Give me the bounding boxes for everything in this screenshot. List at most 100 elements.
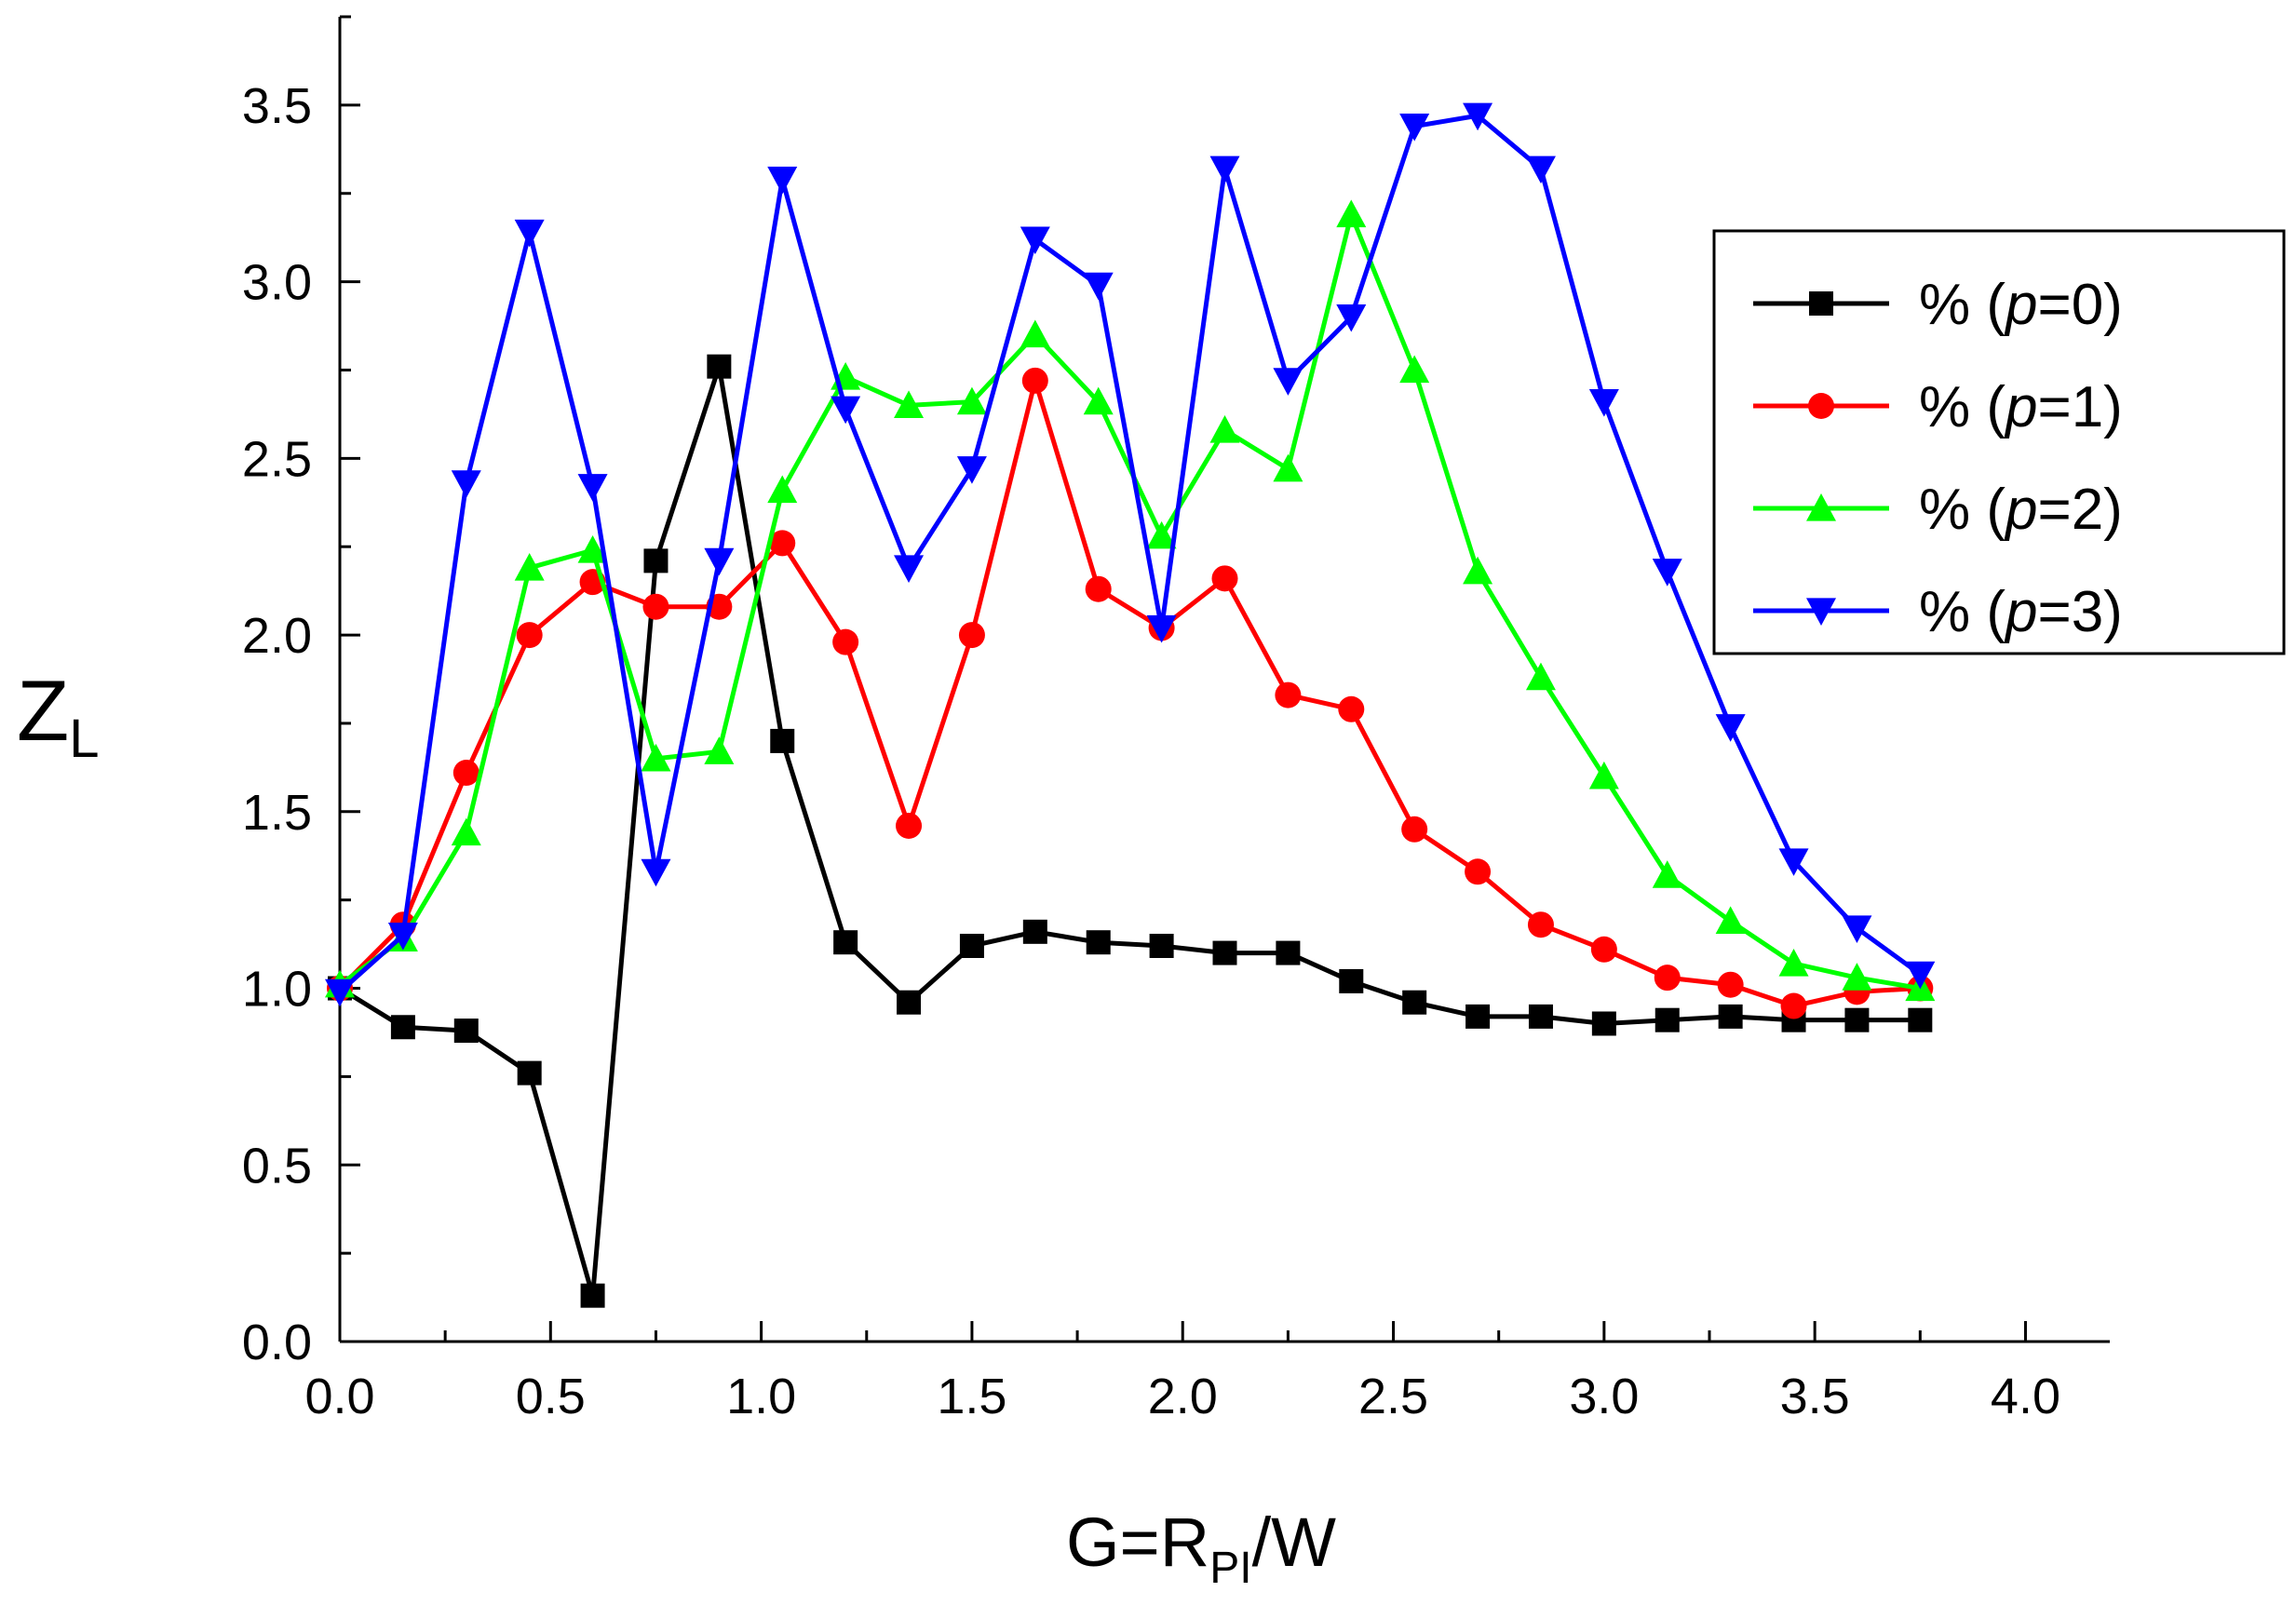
data-point bbox=[1591, 1011, 1616, 1036]
y-tick-label: 2.0 bbox=[242, 608, 312, 664]
data-point bbox=[1652, 559, 1682, 587]
y-axis-title: ZL bbox=[17, 664, 99, 769]
data-point bbox=[452, 760, 479, 787]
data-point bbox=[517, 1060, 542, 1086]
legend: % (p=0) % (p=1) % (p=2) % (p=3) bbox=[1712, 229, 2286, 655]
series-2 bbox=[325, 199, 1936, 1002]
data-point bbox=[767, 166, 798, 195]
data-point bbox=[958, 622, 985, 649]
data-point bbox=[1715, 906, 1746, 935]
x-tick-label: 3.0 bbox=[1569, 1369, 1639, 1424]
data-point bbox=[769, 530, 796, 557]
data-point bbox=[1654, 1007, 1680, 1032]
data-point bbox=[1149, 933, 1174, 958]
data-point bbox=[1276, 940, 1301, 965]
data-point bbox=[894, 390, 925, 419]
data-point bbox=[1336, 304, 1367, 332]
data-point bbox=[1528, 1004, 1553, 1029]
data-point bbox=[1399, 114, 1430, 142]
data-point bbox=[833, 930, 858, 955]
legend-item-3: % (p=3) bbox=[1753, 580, 2123, 644]
series-3 bbox=[325, 102, 1936, 1007]
data-point bbox=[1905, 961, 1936, 990]
data-point bbox=[641, 743, 671, 772]
y-tick-label: 3.0 bbox=[242, 255, 312, 311]
data-point bbox=[1588, 761, 1619, 789]
x-tick-label: 4.0 bbox=[1991, 1369, 2060, 1424]
data-point bbox=[767, 475, 798, 504]
data-point bbox=[1402, 990, 1427, 1015]
data-point bbox=[1146, 614, 1177, 643]
data-point bbox=[1718, 1004, 1743, 1029]
data-point bbox=[1020, 226, 1050, 255]
legend-swatch-marker bbox=[1806, 493, 1836, 521]
x-tick-label: 2.0 bbox=[1148, 1369, 1218, 1424]
data-point bbox=[1212, 940, 1237, 965]
data-point bbox=[956, 386, 987, 415]
series-0 bbox=[328, 354, 1933, 1308]
legend-label: % (p=0) bbox=[1919, 273, 2123, 337]
data-point bbox=[1339, 968, 1364, 993]
data-point bbox=[1273, 453, 1303, 482]
legend-label: % (p=3) bbox=[1919, 580, 2123, 644]
data-point bbox=[516, 622, 543, 649]
data-point bbox=[1780, 992, 1807, 1019]
data-point bbox=[1085, 575, 1112, 602]
x-tick-label: 1.5 bbox=[937, 1369, 1006, 1424]
data-point bbox=[390, 1015, 415, 1040]
data-point bbox=[1842, 963, 1872, 991]
data-point bbox=[959, 933, 984, 958]
x-tick-label: 2.5 bbox=[1358, 1369, 1428, 1424]
data-point bbox=[1083, 386, 1114, 415]
data-point bbox=[1463, 556, 1493, 585]
series-layer bbox=[325, 102, 1936, 1308]
data-point bbox=[1527, 911, 1554, 938]
legend-swatch-marker bbox=[1808, 393, 1834, 419]
data-point bbox=[896, 812, 923, 839]
x-axis-title: G=RPI/W bbox=[1066, 1504, 1336, 1593]
data-point bbox=[1209, 414, 1240, 443]
data-point bbox=[1338, 695, 1365, 722]
data-point bbox=[1275, 681, 1302, 708]
x-axis-title-main: G=R bbox=[1066, 1504, 1209, 1581]
data-point bbox=[1021, 367, 1048, 394]
data-point bbox=[831, 396, 861, 425]
data-point bbox=[1465, 858, 1492, 885]
x-tick-label: 0.5 bbox=[516, 1369, 586, 1424]
data-point bbox=[1842, 915, 1872, 944]
x-axis-title-suffix: /W bbox=[1252, 1504, 1337, 1581]
data-point bbox=[704, 736, 735, 764]
data-point bbox=[1336, 199, 1367, 228]
data-point bbox=[451, 470, 481, 498]
data-point bbox=[1273, 368, 1303, 396]
legend-label: % (p=1) bbox=[1919, 375, 2123, 439]
data-point bbox=[451, 817, 481, 846]
data-point bbox=[1463, 102, 1493, 131]
series-line-2 bbox=[338, 212, 1921, 991]
data-point bbox=[1465, 1004, 1491, 1029]
data-point bbox=[894, 555, 925, 583]
y-tick-label: 1.0 bbox=[242, 962, 312, 1018]
data-point bbox=[1654, 965, 1681, 992]
data-point bbox=[832, 628, 859, 655]
data-point bbox=[1588, 389, 1619, 417]
data-point bbox=[707, 354, 732, 379]
y-tick-label: 1.5 bbox=[242, 785, 312, 841]
series-line-0 bbox=[338, 364, 1921, 1299]
x-axis-title-sub: PI bbox=[1209, 1544, 1251, 1593]
data-point bbox=[1652, 860, 1682, 888]
data-point bbox=[577, 534, 608, 563]
data-point bbox=[577, 474, 608, 502]
data-point bbox=[770, 728, 795, 753]
data-point bbox=[1083, 272, 1114, 301]
data-point bbox=[1209, 155, 1240, 184]
data-point bbox=[704, 547, 735, 576]
data-point bbox=[1525, 662, 1556, 691]
data-point bbox=[1778, 848, 1809, 876]
y-axis-title-sub: L bbox=[69, 708, 99, 769]
y-tick-label: 3.5 bbox=[242, 78, 312, 134]
data-point bbox=[453, 1019, 479, 1044]
x-tick-label: 1.0 bbox=[726, 1369, 796, 1424]
data-point bbox=[643, 548, 669, 573]
data-point bbox=[956, 456, 987, 484]
